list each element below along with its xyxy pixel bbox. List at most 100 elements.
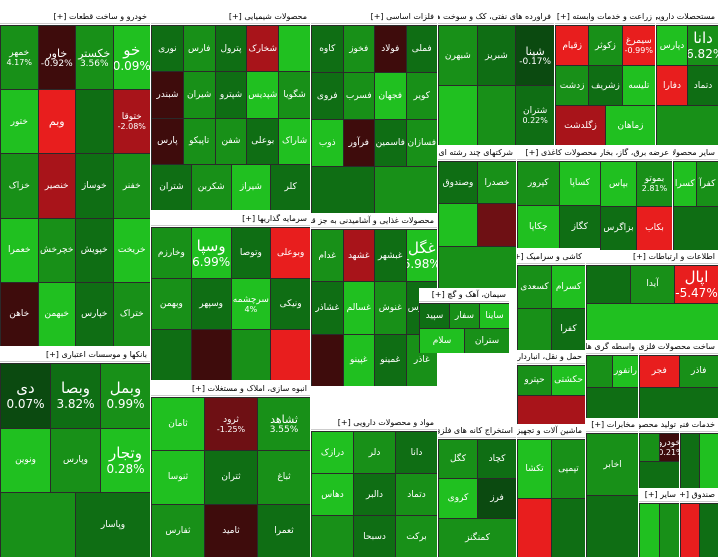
- sector-title[interactable]: محصولات غذایی و آشامیدنی به جز قند و شکر…: [311, 214, 437, 228]
- stock-tile[interactable]: سرچشمه 4%: [230, 278, 272, 330]
- sector-title[interactable]: استخراج کانه های فلزی [+]: [438, 424, 516, 438]
- stock-tile[interactable]: فارس: [182, 25, 216, 73]
- stock-tile[interactable]: وبمل 0.99%: [100, 363, 150, 429]
- stock-tile[interactable]: فروی: [311, 72, 344, 120]
- stock-tile[interactable]: شبندر: [151, 71, 184, 119]
- stock-tile[interactable]: [680, 433, 700, 488]
- stock-tile[interactable]: دسبحا: [353, 515, 396, 557]
- stock-tile[interactable]: [586, 386, 638, 418]
- stock-tile[interactable]: فجهان: [374, 72, 407, 120]
- stock-tile[interactable]: دتماد: [687, 65, 718, 106]
- sector-title[interactable]: صندوق [+]: [680, 488, 718, 502]
- sector-title[interactable]: مواد و محصولات دارویی [+]: [311, 416, 437, 430]
- stock-tile[interactable]: [673, 205, 718, 250]
- sector-title[interactable]: شرکتهای چند رشته ای صنعتی [+]: [438, 146, 516, 160]
- stock-tile[interactable]: ثفارس: [151, 503, 205, 557]
- stock-tile[interactable]: بکاب: [636, 205, 672, 250]
- sector-title[interactable]: بانکها و موسسات اعتباری [+]: [0, 348, 150, 362]
- stock-tile[interactable]: [586, 355, 613, 388]
- stock-tile[interactable]: فسازان: [405, 119, 437, 167]
- stock-tile[interactable]: تکشا: [517, 439, 552, 499]
- stock-tile[interactable]: ونیکی: [270, 278, 310, 330]
- stock-tile[interactable]: شیران: [182, 71, 216, 119]
- stock-tile[interactable]: [517, 394, 585, 424]
- stock-tile[interactable]: زماهان: [605, 105, 655, 145]
- sector-title[interactable]: انبوه سازی، املاک و مستغلات [+]: [151, 382, 310, 396]
- stock-tile[interactable]: چکاپا: [517, 204, 560, 248]
- stock-tile[interactable]: رانفور: [612, 355, 638, 388]
- stock-tile[interactable]: شاراک: [278, 117, 310, 165]
- stock-tile[interactable]: سفار: [449, 303, 480, 329]
- stock-tile[interactable]: غپینو: [342, 333, 375, 386]
- stock-tile[interactable]: ستران: [464, 328, 509, 353]
- stock-tile[interactable]: غبشهر: [374, 229, 407, 283]
- stock-tile[interactable]: فجر: [639, 355, 680, 388]
- stock-tile[interactable]: [0, 492, 76, 557]
- stock-tile[interactable]: وبم: [37, 89, 76, 155]
- stock-tile[interactable]: [477, 203, 516, 247]
- stock-tile[interactable]: خبهمن: [37, 281, 76, 346]
- stock-tile[interactable]: پترول: [214, 25, 248, 73]
- stock-tile[interactable]: شبهرن: [438, 25, 478, 86]
- stock-tile[interactable]: زدشت: [555, 65, 590, 106]
- stock-tile[interactable]: بزاگرس: [600, 205, 637, 250]
- stock-tile[interactable]: زگلدشت: [555, 105, 606, 145]
- stock-tile[interactable]: خاهن: [0, 281, 39, 346]
- sector-title[interactable]: سیمان، آهک و گچ [+]: [419, 288, 509, 302]
- stock-tile[interactable]: ثتران: [204, 450, 258, 505]
- stock-tile[interactable]: کسعدی: [517, 265, 552, 309]
- stock-tile[interactable]: خپویش: [75, 217, 114, 283]
- stock-tile[interactable]: خکستر 3.56%: [75, 25, 114, 91]
- stock-tile[interactable]: [75, 89, 114, 155]
- stock-tile[interactable]: [151, 329, 192, 380]
- stock-tile[interactable]: کفرآ: [695, 161, 718, 207]
- stock-tile[interactable]: کسرام: [551, 265, 585, 309]
- stock-tile[interactable]: شپترو: [214, 71, 248, 119]
- stock-tile[interactable]: ثامان: [151, 397, 205, 452]
- stock-tile[interactable]: فرز: [477, 478, 516, 519]
- stock-tile[interactable]: درازک: [311, 431, 354, 474]
- stock-tile[interactable]: خو 0.09%: [112, 25, 150, 91]
- stock-tile[interactable]: ختوقا -2.08%: [112, 89, 150, 155]
- sector-title[interactable]: محصولات کاغذی [+]: [517, 146, 600, 160]
- sector-title[interactable]: مخابرات [+]: [586, 418, 638, 432]
- stock-tile[interactable]: وپارس: [50, 427, 101, 494]
- sector-title[interactable]: کاشی و سرامیک [+]: [517, 250, 585, 264]
- stock-tile[interactable]: کساپا: [558, 161, 600, 206]
- stock-tile[interactable]: خاور -0.92%: [37, 25, 76, 91]
- stock-tile[interactable]: کفرا: [551, 307, 585, 350]
- sector-title[interactable]: محصولات شیمیایی [+]: [151, 10, 310, 24]
- stock-tile[interactable]: شپنا -0.17%: [515, 25, 554, 86]
- stock-tile[interactable]: دفارا: [656, 65, 688, 106]
- stock-tile[interactable]: خنصیر: [37, 153, 76, 219]
- stock-tile[interactable]: ثامید: [204, 503, 258, 557]
- stock-tile[interactable]: [586, 265, 631, 304]
- stock-tile[interactable]: دتماد: [395, 473, 437, 516]
- stock-tile[interactable]: سیمرغ -0.99%: [621, 25, 655, 66]
- stock-tile[interactable]: وصندوق: [438, 161, 478, 205]
- sector-title[interactable]: حمل و نقل، انبارداری [+]: [517, 350, 585, 364]
- sector-title[interactable]: اطلاعات و ارتباطات [+]: [586, 250, 718, 264]
- stock-tile[interactable]: شفن: [214, 117, 248, 165]
- stock-tile[interactable]: خزاک: [0, 153, 39, 219]
- stock-tile[interactable]: خریخت: [112, 217, 150, 283]
- stock-tile[interactable]: شتران 0.22%: [515, 85, 554, 145]
- stock-tile[interactable]: [438, 245, 516, 288]
- stock-tile[interactable]: [230, 329, 272, 380]
- sector-title[interactable]: سایر [+]: [639, 488, 679, 502]
- stock-tile[interactable]: بموتو 2.81%: [636, 161, 672, 207]
- stock-tile[interactable]: کگل: [438, 439, 478, 480]
- stock-tile[interactable]: کمنگنز: [438, 517, 516, 557]
- stock-tile[interactable]: [639, 433, 660, 462]
- stock-tile[interactable]: دلر: [353, 431, 396, 474]
- stock-tile[interactable]: [699, 433, 718, 488]
- sector-title[interactable]: فلزات اساسی [+]: [311, 10, 437, 24]
- stock-tile[interactable]: [311, 166, 375, 213]
- stock-tile[interactable]: [270, 329, 310, 380]
- stock-tile[interactable]: ثشاهد 3.55%: [257, 397, 310, 452]
- sector-title[interactable]: فراورده های نفتی، کک و سوخت هسته ای [+]: [438, 10, 554, 24]
- sector-title[interactable]: سرمایه گذاریها [+]: [151, 212, 310, 226]
- stock-tile[interactable]: غمینو: [374, 333, 407, 386]
- stock-tile[interactable]: فملی: [405, 25, 437, 73]
- stock-tile[interactable]: خعمرا: [0, 217, 39, 283]
